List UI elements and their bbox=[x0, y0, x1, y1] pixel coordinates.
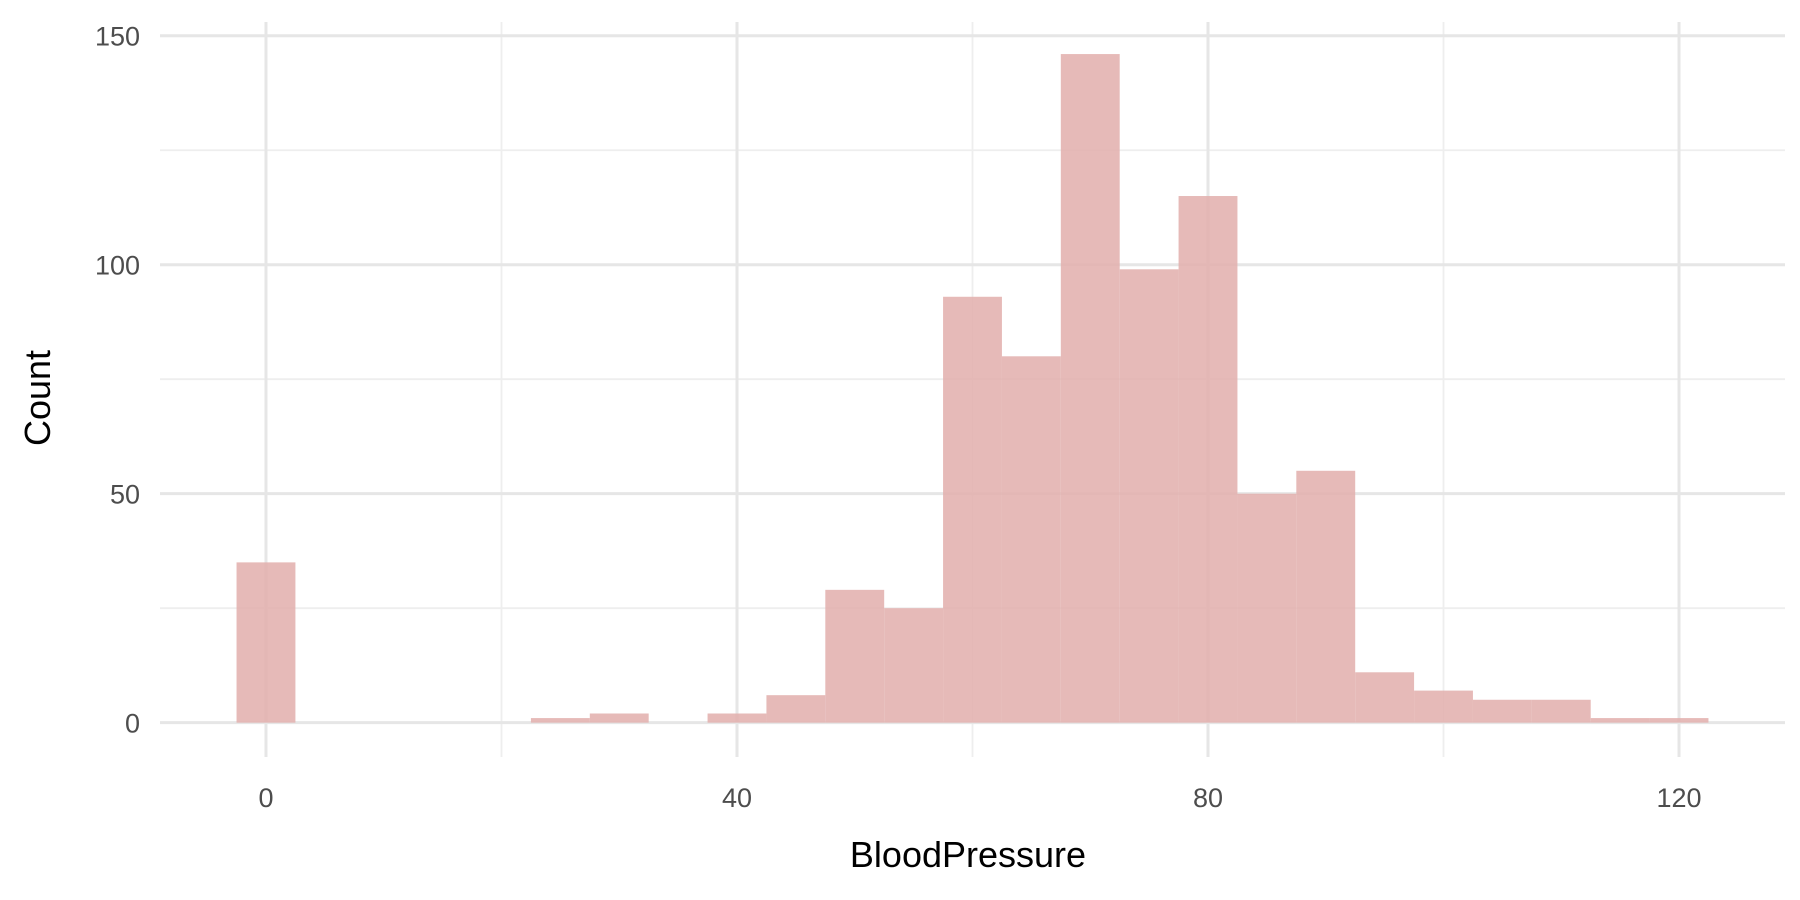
histogram-bar bbox=[1531, 699, 1591, 723]
histogram-bar bbox=[1649, 718, 1709, 723]
x-tick-label: 40 bbox=[722, 783, 752, 813]
y-tick-label: 50 bbox=[110, 480, 140, 510]
histogram-bar bbox=[1060, 54, 1120, 723]
x-axis-title: BloodPressure bbox=[850, 834, 1086, 875]
histogram-bar bbox=[1001, 356, 1061, 723]
histogram-bars bbox=[236, 54, 1709, 723]
y-axis-title: Count bbox=[17, 350, 58, 446]
x-tick-label: 0 bbox=[258, 783, 273, 813]
histogram-bar bbox=[884, 608, 944, 723]
histogram-bar bbox=[766, 695, 826, 723]
histogram-bar bbox=[1119, 269, 1179, 723]
y-tick-label: 100 bbox=[95, 251, 140, 281]
histogram-bar bbox=[707, 713, 767, 723]
x-tick-label: 80 bbox=[1193, 783, 1223, 813]
major-gridlines bbox=[160, 22, 1785, 757]
histogram-bar bbox=[1590, 718, 1650, 723]
x-tick-labels: 0 40 80 120 bbox=[258, 783, 1701, 813]
y-tick-label: 150 bbox=[95, 22, 140, 52]
y-tick-label: 0 bbox=[125, 709, 140, 739]
histogram-bar bbox=[1472, 699, 1532, 723]
histogram-bar bbox=[1296, 470, 1356, 723]
histogram-bar bbox=[236, 562, 296, 723]
x-tick-label: 120 bbox=[1656, 783, 1701, 813]
histogram-bar bbox=[589, 713, 649, 723]
histogram-bar bbox=[1178, 196, 1238, 723]
histogram-bar bbox=[1237, 493, 1297, 723]
y-tick-labels: 0 50 100 150 bbox=[95, 22, 140, 739]
histogram-bar bbox=[825, 589, 885, 723]
histogram-bar bbox=[943, 296, 1002, 723]
histogram-bar bbox=[1355, 672, 1415, 723]
histogram-bar bbox=[530, 718, 590, 723]
histogram-bar bbox=[1414, 690, 1473, 723]
